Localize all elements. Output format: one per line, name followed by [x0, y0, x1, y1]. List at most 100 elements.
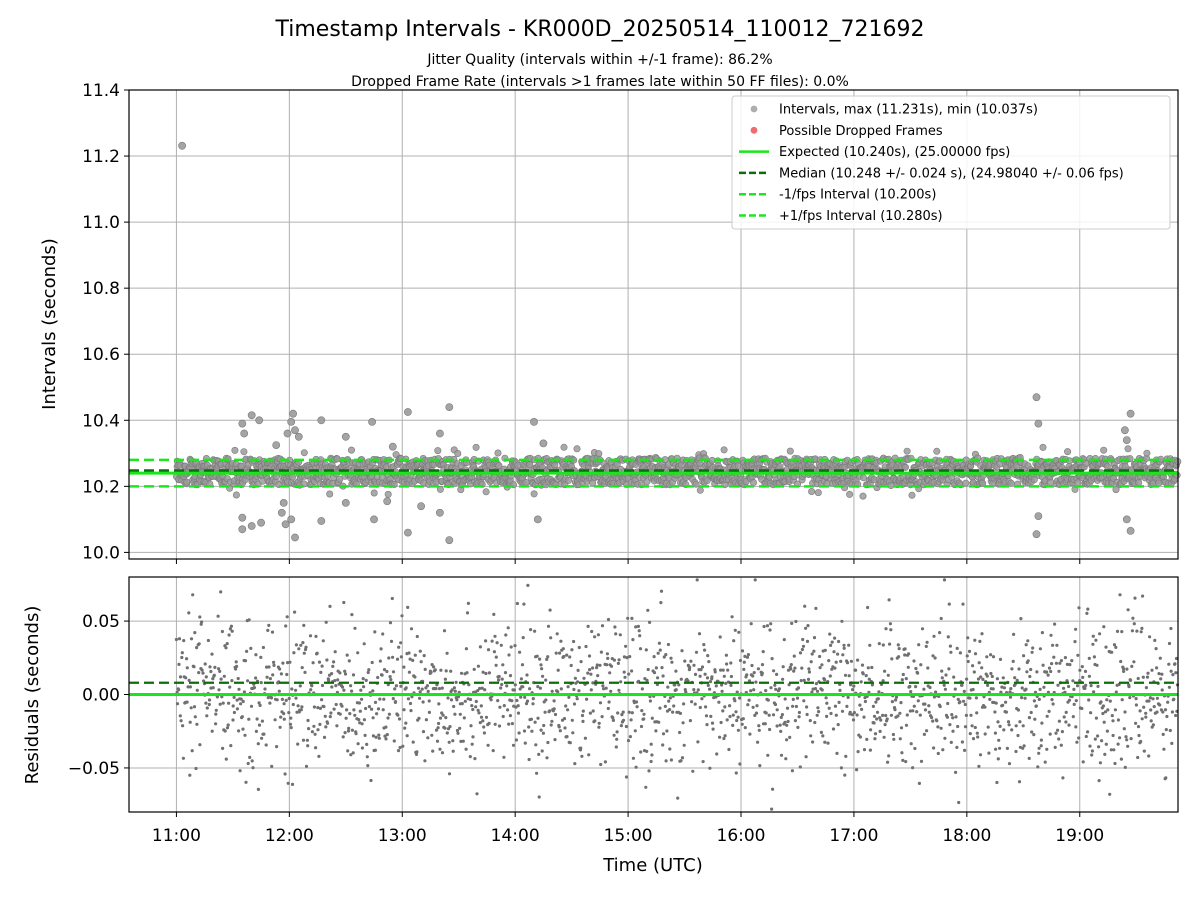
residual-point [518, 650, 522, 654]
residual-point [742, 660, 746, 664]
residual-point [1141, 594, 1145, 598]
residual-point [1089, 684, 1093, 688]
residual-point [1106, 708, 1110, 712]
residual-point [991, 687, 995, 691]
residual-point [973, 725, 977, 730]
residual-point [646, 608, 650, 612]
residual-point [1008, 690, 1012, 694]
residual-point [244, 780, 248, 784]
residual-point [719, 720, 723, 725]
residual-point [903, 653, 907, 657]
residual-point [483, 688, 487, 692]
residual-point [891, 732, 896, 737]
residual-point [708, 766, 712, 770]
residual-point [613, 625, 617, 629]
residual-point [365, 755, 369, 759]
residual-point [649, 759, 653, 764]
legend-box [731, 95, 1171, 230]
residual-point [1063, 656, 1067, 660]
residual-point [1116, 742, 1120, 746]
residual-point [735, 690, 739, 694]
residual-point [618, 633, 622, 637]
residual-point [837, 700, 841, 705]
residual-point [343, 731, 347, 735]
residual-point [640, 687, 645, 691]
residual-point [289, 726, 293, 730]
residual-point [843, 673, 848, 677]
residual-point [420, 687, 424, 691]
residual-point [669, 656, 673, 660]
residual-point [449, 698, 454, 702]
residual-point [1088, 744, 1092, 748]
residual-point [1062, 686, 1066, 690]
residual-point [642, 712, 646, 716]
residual-point [352, 708, 356, 712]
residual-point [935, 719, 939, 723]
residual-point [926, 666, 930, 670]
residual-point [860, 663, 865, 667]
interval-point [696, 486, 704, 494]
residual-point [581, 709, 585, 713]
residual-point [1022, 654, 1026, 658]
residual-point [680, 649, 684, 653]
residual-point [881, 643, 885, 647]
residual-point [1166, 700, 1170, 704]
interval-point [962, 479, 970, 487]
residual-point [227, 701, 231, 705]
residual-point [200, 620, 204, 624]
residual-point [404, 721, 408, 725]
residual-point [804, 626, 808, 630]
residual-point [617, 688, 621, 692]
residual-point [577, 645, 581, 650]
residual-point [332, 707, 336, 711]
residual-point [548, 608, 552, 612]
residual-point [522, 729, 527, 733]
residual-point [969, 713, 973, 717]
residual-point [626, 616, 630, 620]
residual-point [588, 711, 593, 715]
residual-point [722, 674, 726, 678]
residual-point [278, 667, 282, 671]
residual-point [835, 751, 839, 756]
interval-point [703, 477, 711, 485]
residual-point [621, 710, 625, 714]
residual-point [605, 663, 609, 667]
residual-point [385, 669, 389, 674]
residual-point [890, 657, 894, 661]
residual-point [300, 666, 304, 670]
residual-point [667, 699, 671, 703]
residual-point [805, 712, 809, 717]
residual-point [396, 713, 400, 717]
residual-point [1033, 717, 1037, 721]
residual-point [720, 689, 724, 693]
residual-point [317, 660, 322, 664]
residual-point [273, 718, 277, 722]
residual-point [1133, 596, 1137, 600]
residual-point [185, 657, 189, 661]
residual-point [814, 682, 819, 686]
residual-point [1047, 709, 1051, 714]
residual-point [960, 740, 965, 744]
residual-point [384, 725, 388, 729]
interval-point [494, 449, 502, 457]
residual-point [381, 708, 385, 712]
residual-point [846, 695, 850, 700]
chart-title: Timestamp Intervals - KR000D_20250514_11… [274, 17, 924, 42]
residual-point [665, 729, 669, 733]
residual-point [1124, 735, 1128, 739]
residual-point [619, 680, 623, 684]
residual-point [443, 726, 447, 730]
residual-point [187, 611, 191, 615]
residual-point [350, 689, 354, 693]
residual-point [249, 646, 253, 651]
residual-point [799, 679, 803, 683]
residual-point [500, 682, 504, 687]
residual-point [558, 651, 562, 655]
residual-point [285, 672, 289, 677]
residuals-ytick-label-0: −0.05 [68, 759, 120, 779]
residual-point [633, 729, 637, 733]
residual-point [205, 706, 209, 710]
residual-point [954, 770, 958, 775]
interval-outlier-point [403, 528, 412, 537]
